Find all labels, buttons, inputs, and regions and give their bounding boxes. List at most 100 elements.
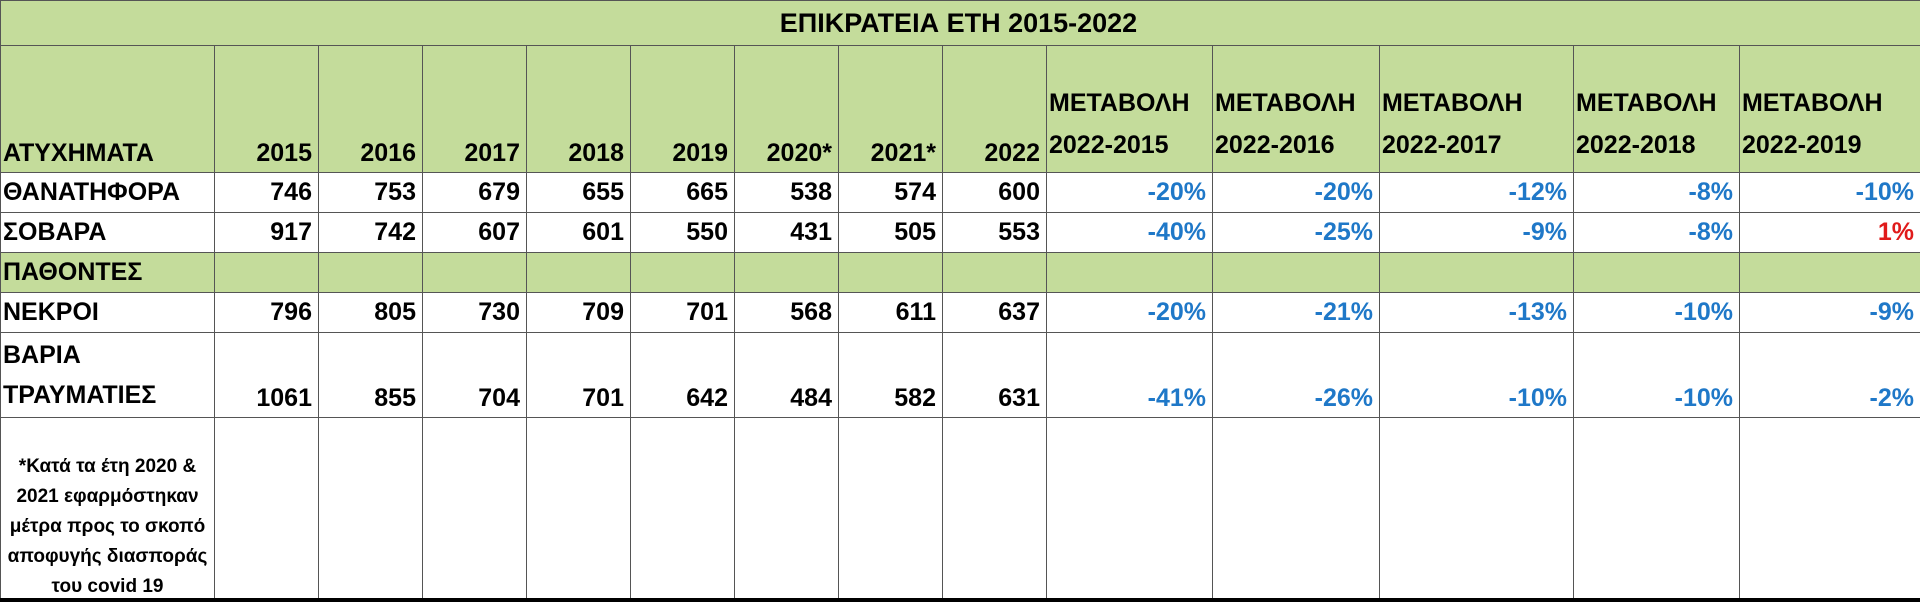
- value-cell[interactable]: 431: [734, 212, 839, 253]
- change-cell[interactable]: -20%: [1046, 172, 1213, 213]
- change-cell[interactable]: -41%: [1046, 332, 1213, 418]
- value-cell[interactable]: 746: [214, 172, 319, 213]
- change-cell[interactable]: -8%: [1573, 172, 1740, 213]
- empty-cell[interactable]: [214, 417, 319, 598]
- empty-cell[interactable]: [838, 252, 943, 293]
- change-cell[interactable]: -21%: [1212, 292, 1380, 333]
- row-label[interactable]: ΒΑΡΙΑ ΤΡΑΥΜΑΤΙΕΣ: [0, 332, 215, 418]
- empty-cell[interactable]: [318, 417, 423, 598]
- change-cell[interactable]: -13%: [1379, 292, 1574, 333]
- empty-cell[interactable]: [1212, 252, 1380, 293]
- empty-cell[interactable]: [1379, 252, 1574, 293]
- change-cell[interactable]: -40%: [1046, 212, 1213, 253]
- empty-cell[interactable]: [838, 417, 943, 598]
- empty-cell[interactable]: [214, 252, 319, 293]
- empty-cell[interactable]: [942, 417, 1047, 598]
- change-cell[interactable]: -12%: [1379, 172, 1574, 213]
- empty-cell[interactable]: [1739, 417, 1920, 598]
- change-cell[interactable]: 1%: [1739, 212, 1920, 253]
- value-cell[interactable]: 753: [318, 172, 423, 213]
- header-change[interactable]: ΜΕΤΑΒΟΛΗ 2022-2017: [1379, 45, 1574, 173]
- empty-cell[interactable]: [526, 417, 631, 598]
- row-label[interactable]: ΝΕΚΡΟΙ: [0, 292, 215, 333]
- empty-cell[interactable]: [1739, 252, 1920, 293]
- value-cell[interactable]: 637: [942, 292, 1047, 333]
- header-change[interactable]: ΜΕΤΑΒΟΛΗ 2022-2018: [1573, 45, 1740, 173]
- header-year[interactable]: 2020*: [734, 45, 839, 173]
- footnote[interactable]: *Κατά τα έτη 2020 & 2021 εφαρμόστηκαν μέ…: [0, 417, 215, 598]
- value-cell[interactable]: 582: [838, 332, 943, 418]
- change-word: ΜΕΤΑΒΟΛΗ: [1742, 89, 1883, 117]
- empty-cell[interactable]: [1046, 417, 1213, 598]
- value-cell[interactable]: 855: [318, 332, 423, 418]
- header-year[interactable]: 2018: [526, 45, 631, 173]
- header-change[interactable]: ΜΕΤΑΒΟΛΗ 2022-2015: [1046, 45, 1213, 173]
- value-cell[interactable]: 796: [214, 292, 319, 333]
- value-cell[interactable]: 574: [838, 172, 943, 213]
- change-cell[interactable]: -20%: [1212, 172, 1380, 213]
- value-cell[interactable]: 655: [526, 172, 631, 213]
- header-year[interactable]: 2016: [318, 45, 423, 173]
- empty-cell[interactable]: [318, 252, 423, 293]
- change-cell[interactable]: -8%: [1573, 212, 1740, 253]
- empty-cell[interactable]: [422, 417, 527, 598]
- empty-cell[interactable]: [630, 252, 735, 293]
- empty-cell[interactable]: [422, 252, 527, 293]
- change-cell[interactable]: -9%: [1379, 212, 1574, 253]
- change-cell[interactable]: -9%: [1739, 292, 1920, 333]
- change-cell[interactable]: -25%: [1212, 212, 1380, 253]
- change-cell[interactable]: -26%: [1212, 332, 1380, 418]
- value-cell[interactable]: 701: [526, 332, 631, 418]
- value-cell[interactable]: 665: [630, 172, 735, 213]
- change-cell[interactable]: -10%: [1573, 292, 1740, 333]
- change-cell[interactable]: -10%: [1573, 332, 1740, 418]
- change-cell[interactable]: -2%: [1739, 332, 1920, 418]
- value-cell[interactable]: 631: [942, 332, 1047, 418]
- value-cell[interactable]: 611: [838, 292, 943, 333]
- header-label[interactable]: ΑΤΥΧΗΜΑΤΑ: [0, 45, 215, 173]
- header-year[interactable]: 2019: [630, 45, 735, 173]
- value-cell[interactable]: 701: [630, 292, 735, 333]
- empty-cell[interactable]: [734, 417, 839, 598]
- header-year[interactable]: 2021*: [838, 45, 943, 173]
- value-cell[interactable]: 568: [734, 292, 839, 333]
- value-cell[interactable]: 642: [630, 332, 735, 418]
- row-label[interactable]: ΣΟΒΑΡΑ: [0, 212, 215, 253]
- empty-cell[interactable]: [942, 252, 1047, 293]
- header-change[interactable]: ΜΕΤΑΒΟΛΗ 2022-2019: [1739, 45, 1920, 173]
- group-label[interactable]: ΠΑΘΟΝΤΕΣ: [0, 252, 215, 293]
- value-cell[interactable]: 484: [734, 332, 839, 418]
- value-cell[interactable]: 679: [422, 172, 527, 213]
- change-cell[interactable]: -20%: [1046, 292, 1213, 333]
- value-cell[interactable]: 550: [630, 212, 735, 253]
- table-title[interactable]: ΕΠΙΚΡΑΤΕΙΑ ΕΤΗ 2015-2022: [0, 0, 1920, 46]
- value-cell[interactable]: 709: [526, 292, 631, 333]
- empty-cell[interactable]: [1379, 417, 1574, 598]
- empty-cell[interactable]: [1046, 252, 1213, 293]
- value-cell[interactable]: 1061: [214, 332, 319, 418]
- empty-cell[interactable]: [1573, 252, 1740, 293]
- value-cell[interactable]: 600: [942, 172, 1047, 213]
- empty-cell[interactable]: [734, 252, 839, 293]
- value-cell[interactable]: 805: [318, 292, 423, 333]
- value-cell[interactable]: 505: [838, 212, 943, 253]
- header-year[interactable]: 2022: [942, 45, 1047, 173]
- change-cell[interactable]: -10%: [1739, 172, 1920, 213]
- value-cell[interactable]: 553: [942, 212, 1047, 253]
- header-change[interactable]: ΜΕΤΑΒΟΛΗ 2022-2016: [1212, 45, 1380, 173]
- header-year[interactable]: 2017: [422, 45, 527, 173]
- value-cell[interactable]: 742: [318, 212, 423, 253]
- value-cell[interactable]: 730: [422, 292, 527, 333]
- value-cell[interactable]: 601: [526, 212, 631, 253]
- row-label[interactable]: ΘΑΝΑΤΗΦΟΡΑ: [0, 172, 215, 213]
- value-cell[interactable]: 917: [214, 212, 319, 253]
- empty-cell[interactable]: [526, 252, 631, 293]
- value-cell[interactable]: 538: [734, 172, 839, 213]
- empty-cell[interactable]: [630, 417, 735, 598]
- change-cell[interactable]: -10%: [1379, 332, 1574, 418]
- empty-cell[interactable]: [1212, 417, 1380, 598]
- header-year[interactable]: 2015: [214, 45, 319, 173]
- value-cell[interactable]: 607: [422, 212, 527, 253]
- value-cell[interactable]: 704: [422, 332, 527, 418]
- empty-cell[interactable]: [1573, 417, 1740, 598]
